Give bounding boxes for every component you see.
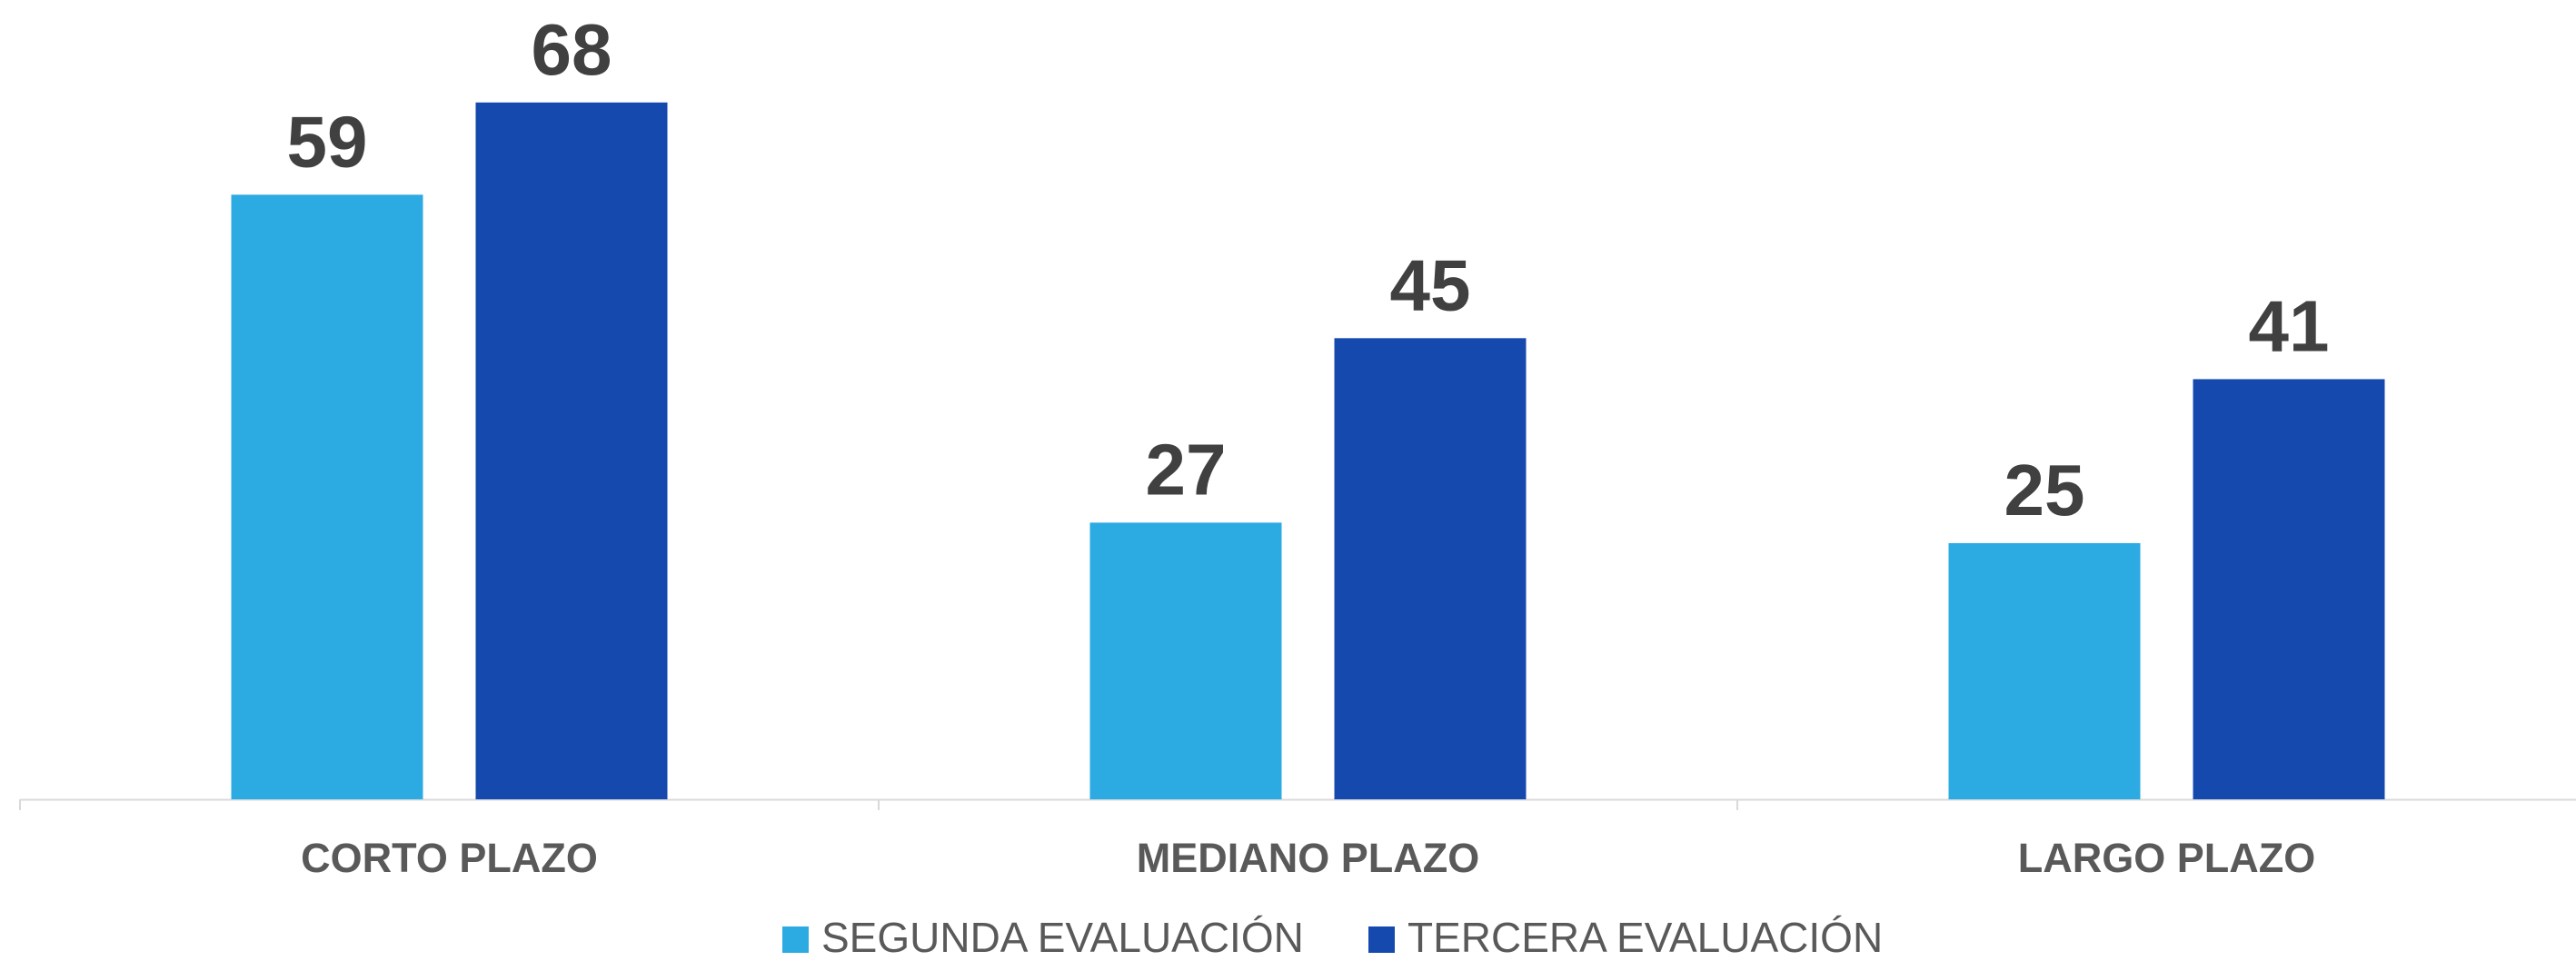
data-label: 27: [1146, 430, 1227, 510]
data-label: 25: [2004, 450, 2085, 530]
data-label: 45: [1390, 244, 1471, 325]
legend-swatch: [1368, 926, 1395, 953]
legend-label: SEGUNDA EVALUACIÓN: [821, 914, 1304, 961]
x-tick-label: CORTO PLAZO: [301, 835, 598, 881]
bar: [1334, 338, 1527, 799]
bar: [231, 194, 423, 799]
data-label: 59: [287, 101, 368, 182]
bar: [1948, 542, 2141, 799]
x-tick-label: MEDIANO PLAZO: [1137, 835, 1480, 881]
data-label: 41: [2249, 286, 2330, 367]
x-tick-label: LARGO PLAZO: [2018, 835, 2315, 881]
bar: [1089, 522, 1282, 799]
bar: [2193, 379, 2385, 799]
legend-label: TERCERA EVALUACIÓN: [1407, 914, 1883, 961]
bar: [475, 102, 668, 800]
legend-swatch: [782, 926, 809, 953]
data-label: 68: [532, 9, 612, 90]
